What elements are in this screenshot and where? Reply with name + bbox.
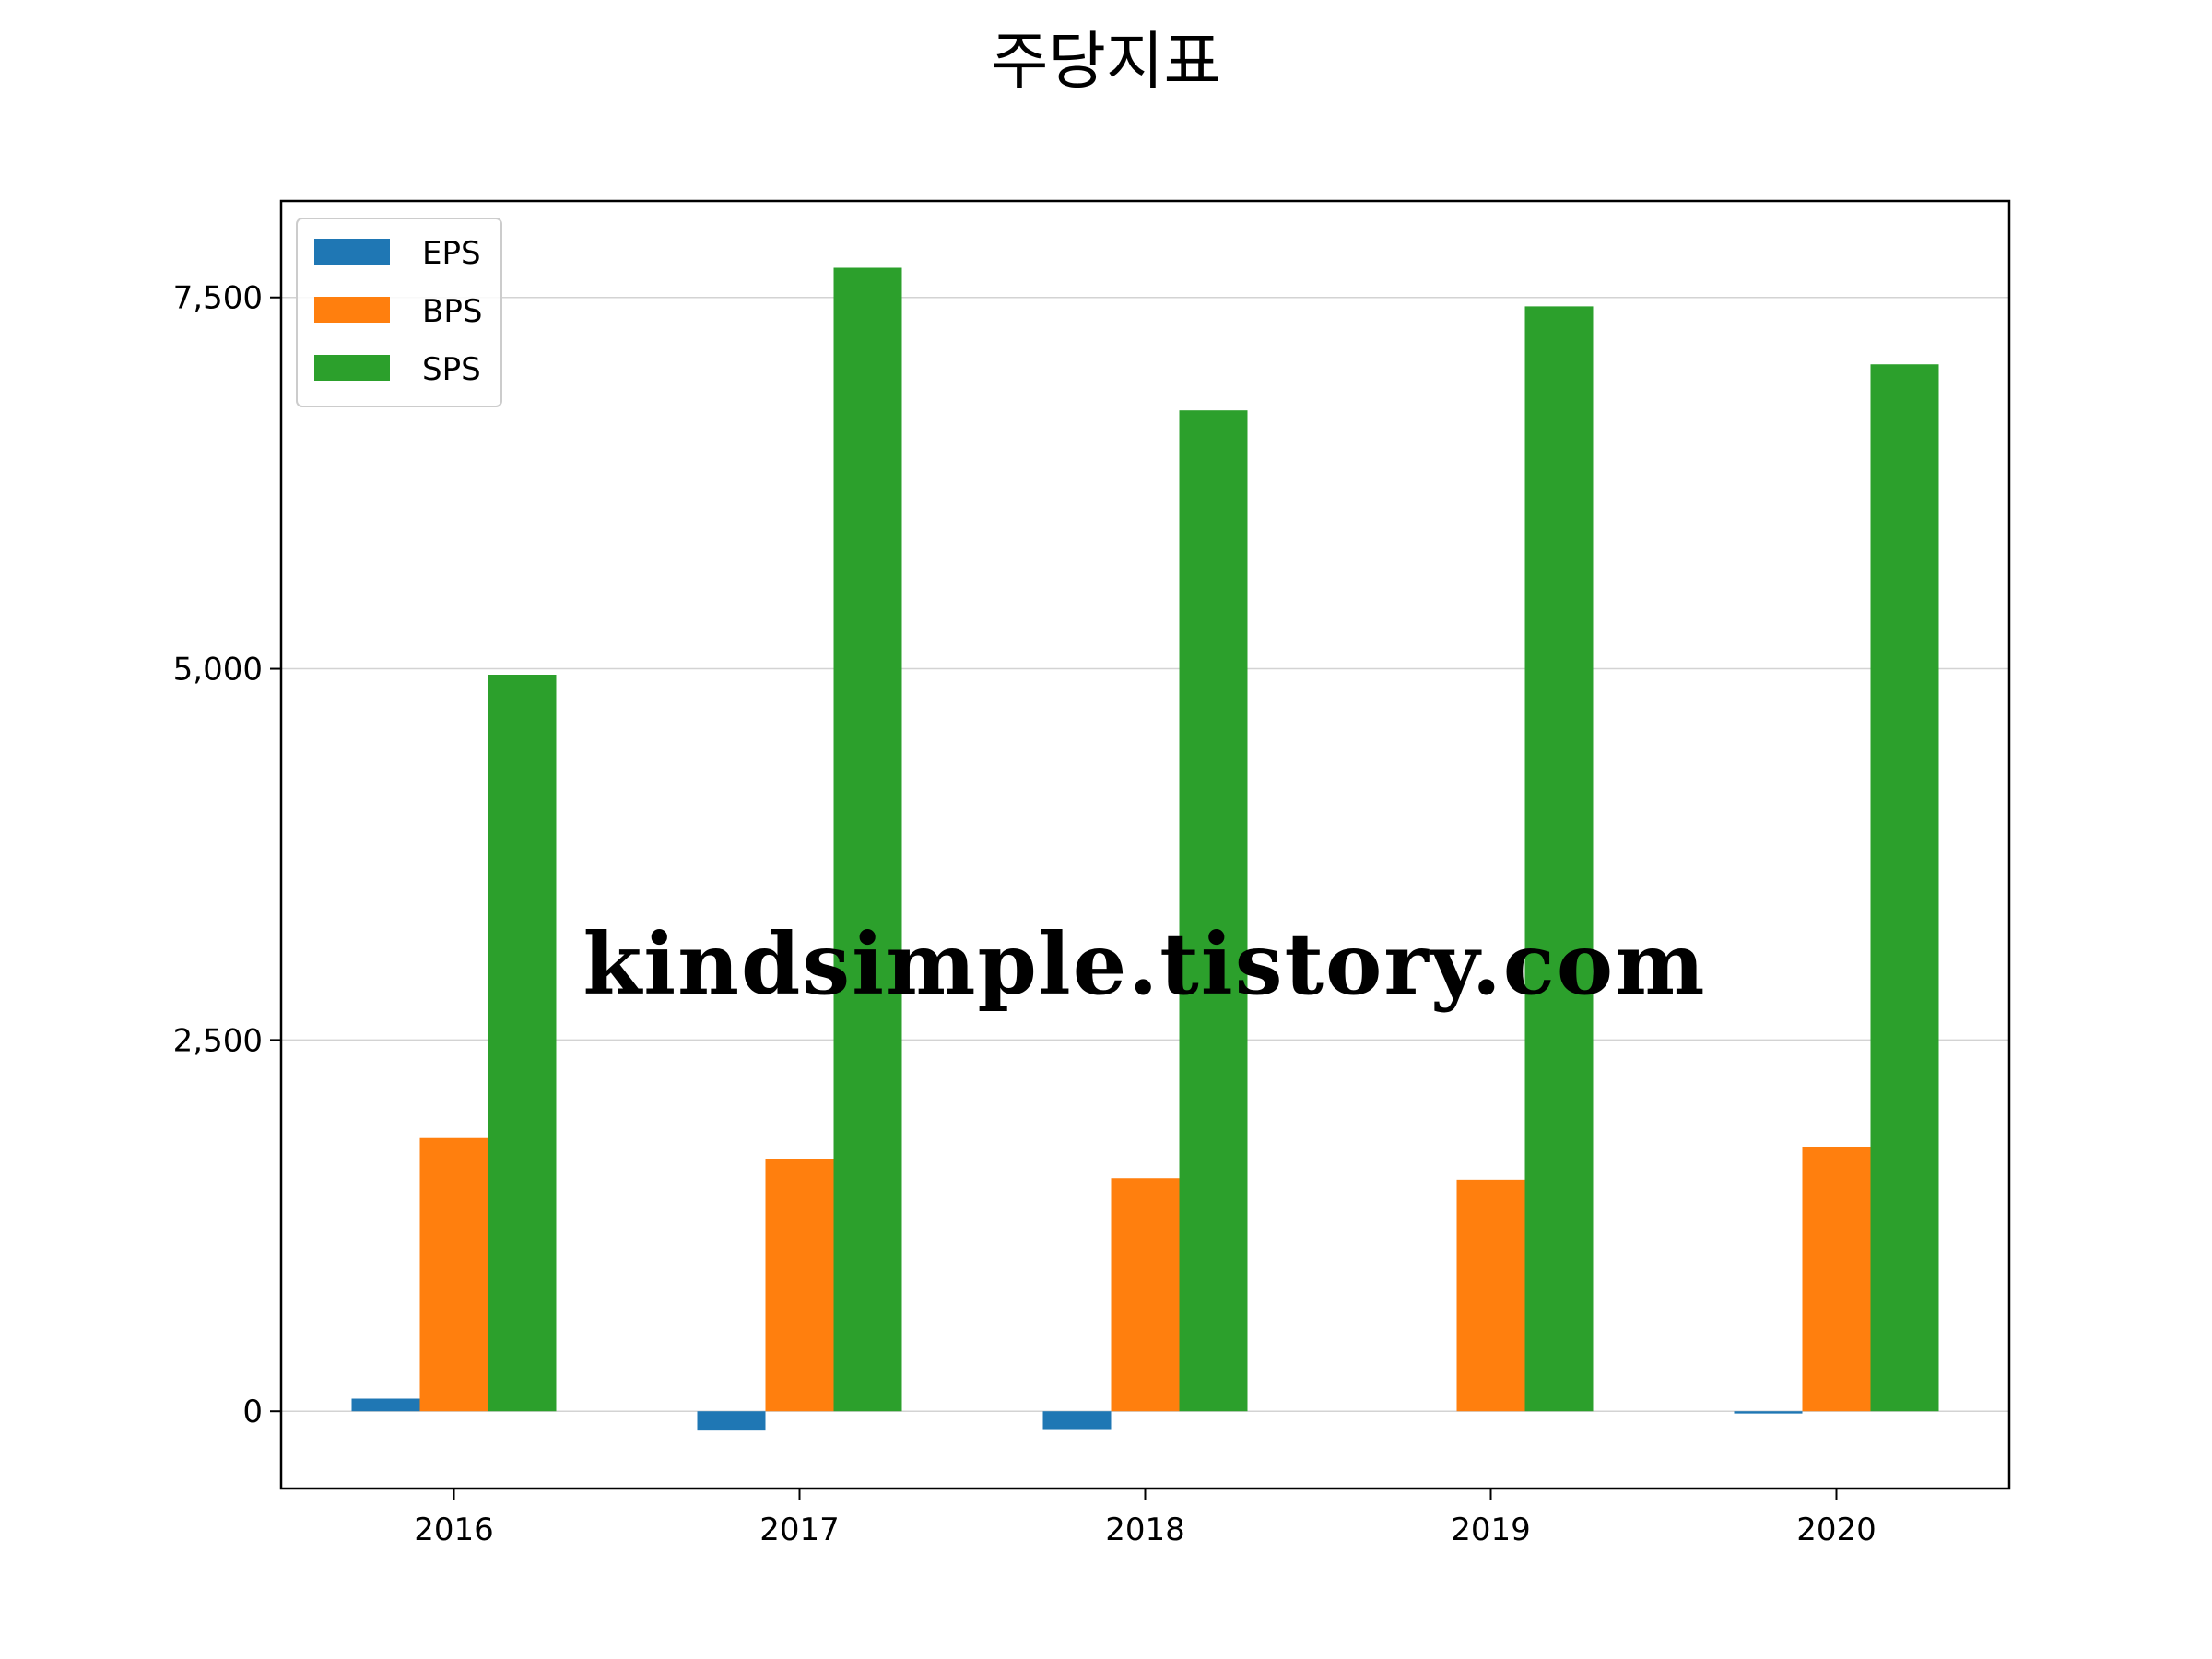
y-tick-label: 0 [242, 1394, 263, 1430]
bar-eps-2017 [697, 1411, 766, 1431]
x-tick-label: 2020 [1796, 1512, 1877, 1548]
bar-bps-2016 [419, 1137, 488, 1412]
y-tick-label: 2,500 [173, 1022, 263, 1059]
y-axis: 0 2,500 5,000 7,500 [173, 280, 281, 1430]
y-tick-label: 5,000 [173, 652, 263, 688]
bar-sps-2016 [488, 675, 557, 1412]
x-axis: 2016 2017 2018 2019 2020 [414, 1488, 1877, 1548]
legend-swatch-bps [314, 297, 390, 323]
bar-bps-2020 [1802, 1147, 1871, 1412]
watermark-text: kindsimple.tistory.com [582, 914, 1706, 1014]
bar-eps-2016 [351, 1398, 420, 1412]
bar-sps-2020 [1870, 364, 1939, 1412]
x-tick-label: 2018 [1105, 1512, 1185, 1548]
x-tick-label: 2016 [414, 1512, 494, 1548]
legend-swatch-sps [314, 355, 390, 381]
bar-bps-2018 [1111, 1178, 1180, 1412]
chart-title: 주당지표 [991, 26, 1221, 99]
y-gridlines [281, 296, 2009, 1412]
legend-label-sps: SPS [422, 351, 481, 388]
bar-sps-2017 [833, 267, 902, 1412]
x-tick-label: 2017 [759, 1512, 840, 1548]
legend-swatch-eps [314, 239, 390, 265]
bar-eps-2020 [1734, 1411, 1803, 1414]
x-tick-label: 2019 [1451, 1512, 1531, 1548]
y-tick-label: 7,500 [173, 280, 263, 317]
bar-series [351, 267, 1939, 1431]
bar-bps-2019 [1456, 1179, 1525, 1412]
legend-label-bps: BPS [422, 293, 482, 330]
bar-sps-2019 [1524, 306, 1594, 1412]
legend-label-eps: EPS [422, 235, 481, 272]
bar-eps-2018 [1042, 1411, 1112, 1430]
legend: EPS BPS SPS [296, 218, 502, 407]
bar-bps-2017 [765, 1159, 834, 1412]
bar-sps-2018 [1179, 410, 1248, 1412]
